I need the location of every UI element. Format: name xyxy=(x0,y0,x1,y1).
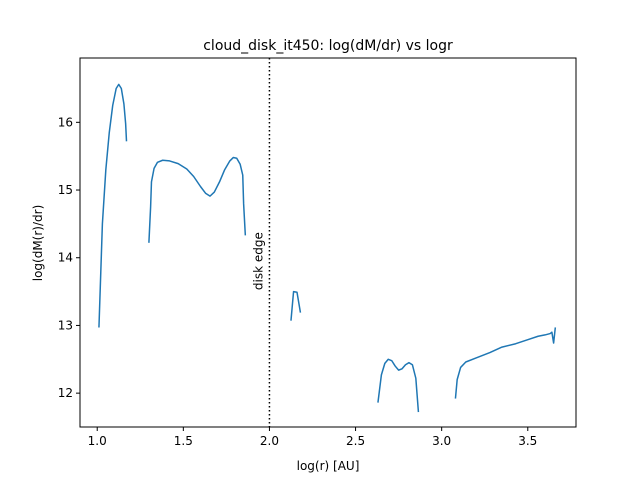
y-tick-label: 13 xyxy=(58,318,73,332)
series-line-segment-2 xyxy=(148,156,247,243)
x-tick-label: 1.0 xyxy=(88,434,107,448)
x-tick-label: 2.5 xyxy=(346,434,365,448)
series-line-segment-4 xyxy=(377,358,420,413)
y-tick-label: 16 xyxy=(58,115,73,129)
y-tick-label: 12 xyxy=(58,386,73,400)
x-tick-label: 3.5 xyxy=(518,434,537,448)
x-tick-label: 1.5 xyxy=(174,434,193,448)
x-tick-label: 3.0 xyxy=(432,434,451,448)
y-tick-label: 14 xyxy=(58,251,73,265)
disk-edge-label: disk edge xyxy=(251,232,265,290)
axes-frame xyxy=(79,57,577,428)
y-tick-label: 15 xyxy=(58,183,73,197)
x-tick-label: 2.0 xyxy=(260,434,279,448)
series-line-segment-3 xyxy=(290,290,302,321)
plot-area: disk edge 1.0 1.5 2.0 2.5 3.0 3.5 12 13 14 15 16 xyxy=(58,57,577,448)
chart-title: cloud_disk_it450: log(dM/dr) vs logr xyxy=(203,38,453,54)
series-line-segment-5 xyxy=(454,327,557,399)
series-line-segment-1 xyxy=(98,83,128,328)
x-axis-label: log(r) [AU] xyxy=(297,459,360,473)
y-axis-label: log(dM(r)/dr) xyxy=(31,205,45,282)
